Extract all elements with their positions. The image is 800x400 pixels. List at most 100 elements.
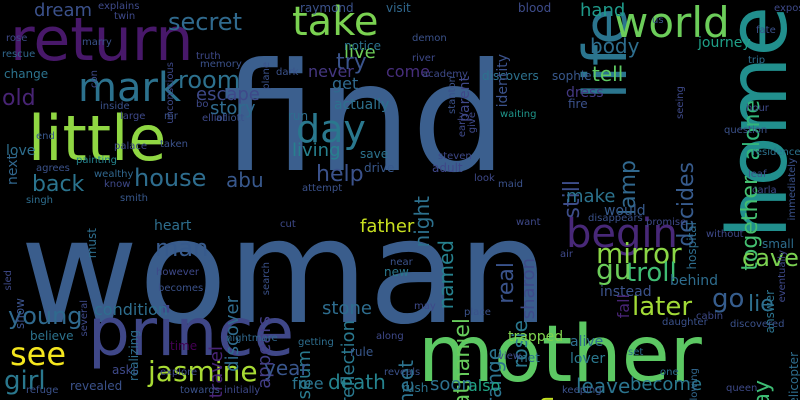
word-may: may (414, 301, 436, 312)
word-river: river (412, 53, 436, 64)
word-look: look (474, 173, 495, 184)
word-father: father (360, 216, 415, 237)
word-sled: sled (3, 270, 14, 291)
word-memory: memory (200, 59, 242, 70)
word-getting: getting (298, 337, 334, 348)
word-save: save (360, 147, 389, 161)
word-demon: demon (412, 33, 447, 44)
word-woman: woman (20, 188, 550, 357)
word-world: world (614, 0, 730, 47)
word-explore: explore (160, 367, 198, 378)
word-residence: residence (752, 147, 800, 158)
word-new: new (384, 265, 409, 279)
word-asks: asks (112, 363, 139, 377)
word-keeping: keeping (562, 385, 602, 396)
word-soon: soon (430, 374, 473, 395)
word-discovered: discovered (730, 319, 785, 330)
word-mirror: mirror (596, 237, 682, 270)
word-eventually: eventually (777, 250, 788, 303)
word-cave: cave (742, 244, 799, 272)
word-drive: drive (364, 161, 395, 175)
word-named: named (434, 240, 458, 310)
word-must: must (85, 228, 99, 259)
word-alive: alive (570, 334, 604, 350)
word-leaf: leaf (748, 169, 767, 180)
word-give: give (467, 112, 478, 134)
word-get: get (332, 74, 359, 93)
word-would: would (604, 203, 646, 219)
word-plane: plane (261, 62, 272, 90)
word-tell: tell (592, 62, 624, 86)
word-fall: fall (614, 294, 633, 319)
word-story: story (210, 98, 256, 119)
word-escape: escape (196, 84, 260, 105)
word-us: us (652, 15, 664, 26)
word-alliott: alliott (216, 113, 245, 124)
word-agrees: agrees (36, 163, 70, 174)
word-abu: abu (226, 168, 264, 192)
word-twin: twin (114, 11, 136, 22)
word-stanton: stanton (447, 76, 458, 114)
word-lover: lover (570, 351, 606, 367)
word-heart: heart (154, 218, 192, 234)
word-later: later (632, 292, 693, 322)
word-man: man (155, 234, 209, 262)
word-show: show (13, 298, 27, 330)
word-dress: dress (566, 85, 604, 101)
word-room: room (178, 66, 241, 94)
word-place: place (464, 307, 491, 318)
word-waiting: waiting (500, 109, 537, 120)
word-little: little (28, 102, 167, 175)
word-promise: promise (646, 217, 687, 228)
word-free: free (292, 374, 324, 393)
word-dream: dream (34, 0, 93, 21)
word-fate: fate (756, 25, 776, 36)
word-make: make (566, 186, 616, 207)
word-cabin: cabin (696, 311, 724, 322)
word-jasmine: jasmine (148, 355, 258, 388)
word-return: return (10, 5, 194, 75)
word-near: near (390, 257, 413, 268)
word-begin: begin (566, 211, 678, 257)
word-fire: fire (568, 97, 588, 111)
word-lie: lie (748, 292, 774, 317)
word-rule: rule (350, 345, 374, 359)
word-hospital: hospital (685, 222, 699, 270)
word-question: question (724, 125, 768, 136)
word-con: con (89, 70, 100, 88)
word-leave: leave (576, 374, 631, 398)
word-however: however (156, 267, 199, 278)
word-wealthy: wealthy (94, 169, 134, 180)
word-day: day (296, 107, 366, 151)
word-towards: towards (180, 385, 220, 396)
word-view: view (498, 351, 522, 362)
word-want: want (516, 217, 541, 228)
word-immediately: immediately (787, 158, 798, 221)
word-journey: journey (698, 35, 751, 51)
word-help: help (316, 162, 364, 187)
word-go: go (712, 284, 745, 314)
word-love: love (6, 143, 36, 159)
word-mark: mark (78, 65, 182, 111)
word-take: take (292, 0, 379, 45)
word-gu: gu (596, 253, 632, 286)
word-reveals: reveals (384, 367, 421, 378)
word-back: back (32, 172, 85, 197)
word-believe: believe (30, 329, 74, 343)
word-inside: inside (100, 101, 130, 112)
word-nightmare: nightmare (226, 333, 278, 344)
word-realizing: realizing (127, 330, 141, 381)
word-change: change (4, 67, 49, 81)
word-palace: palace (114, 141, 148, 152)
word-sharon: sharon (518, 258, 539, 320)
word-living: living (292, 140, 341, 161)
word-queen: queen (726, 383, 758, 394)
word-night: night (410, 196, 434, 248)
word-search: search (261, 262, 272, 296)
word-young: young (8, 302, 83, 330)
word-find: find (222, 32, 507, 206)
word-wish: wish (534, 396, 559, 400)
word-large: large (120, 111, 146, 122)
word-come: come (386, 62, 431, 81)
word-try: try (336, 50, 367, 75)
